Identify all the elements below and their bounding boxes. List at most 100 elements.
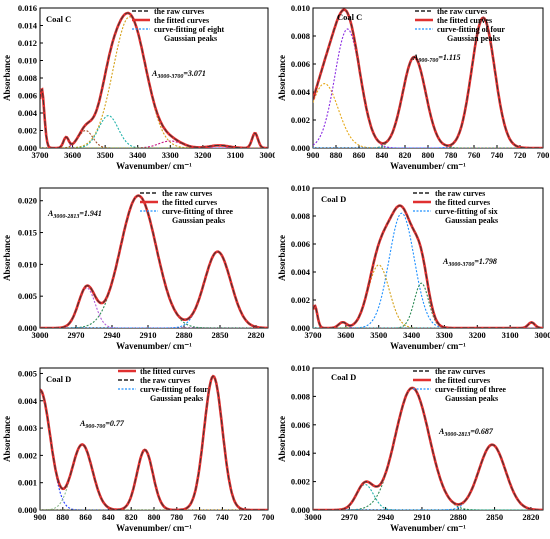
x-tick-label: 3200: [194, 150, 211, 160]
y-tick-label: 0.006: [18, 91, 37, 101]
x-tick-label: 3200: [469, 330, 486, 340]
plot-frame: [312, 187, 544, 329]
legend-entry-2: the fitted curves: [435, 376, 490, 385]
sample-label: Coal C: [46, 14, 71, 24]
x-tick-label: 3600: [337, 330, 354, 340]
y-tick-label: 0.003: [18, 423, 37, 433]
raw-curve: [40, 12, 268, 148]
legend-entry-4: Gaussian peaks: [445, 216, 498, 225]
y-tick-label: 0.002: [291, 115, 310, 125]
x-tick-label: 700: [262, 512, 275, 522]
annotation-subscript: 900-700: [418, 58, 438, 64]
y-tick-label: 0.010: [18, 56, 37, 66]
y-tick-label: 0.010: [291, 183, 310, 193]
area-annotation: A900-700=1.115: [412, 53, 460, 64]
raw-curve: [40, 195, 268, 328]
raw-curve: [313, 9, 543, 148]
annotation-value: =0.687: [470, 427, 494, 436]
fitted-curve: [313, 386, 543, 510]
annotation-prefix: A: [79, 419, 86, 428]
legend-entry-3: curve-fitting of three: [435, 385, 506, 394]
chart-panel-4: 3700 3600 3500 3400 3300 3200 3100 3000 0.000 0.0…: [275, 180, 550, 360]
x-tick-label: 3000: [32, 330, 49, 340]
y-tick-label: 0.008: [18, 73, 37, 83]
x-tick-label: 860: [353, 150, 366, 160]
y-tick-label: 0.000: [18, 505, 37, 515]
x-tick-label: 3600: [64, 150, 81, 160]
y-tick-label: 0.020: [18, 196, 37, 206]
y-tick-label: 0.002: [18, 126, 37, 136]
annotation-value: =0.77: [105, 419, 125, 428]
annotation-value: =1.941: [79, 209, 102, 218]
y-tick-label: 0.006: [291, 420, 310, 430]
x-tick-label: 3500: [370, 330, 387, 340]
x-tick-label: 780: [170, 512, 183, 522]
y-tick-label: 0.001: [18, 478, 37, 488]
legend-entry-1: the raw curves: [435, 367, 485, 376]
x-tick-label: 740: [491, 150, 504, 160]
legend-entry-2: the fitted curves: [435, 198, 490, 207]
y-tick-label: 0.004: [291, 448, 311, 458]
y-tick-label: 0.000: [291, 505, 310, 515]
y-tick-label: 0.006: [291, 59, 310, 69]
y-tick-label: 0.012: [18, 38, 37, 48]
x-tick-label: 3000: [305, 512, 322, 522]
legend-entry-1: the raw curves: [154, 7, 204, 16]
gaussian-peak-2: [313, 28, 543, 148]
legend-entry-3: curve-fitting of six: [435, 207, 498, 216]
gaussian-peak-2: [313, 264, 543, 328]
x-tick-label: 2820: [248, 330, 265, 340]
x-tick-label: 3000: [260, 150, 276, 160]
gaussian-peak-3: [313, 282, 543, 328]
y-tick-label: 0.008: [291, 211, 310, 221]
x-tick-label: 720: [514, 150, 527, 160]
y-axis-label: Absorbance: [2, 235, 12, 281]
y-axis-label: Absorbance: [277, 55, 287, 101]
x-tick-label: 3100: [502, 330, 519, 340]
legend-entry-3: curve-fitting of four: [140, 385, 208, 394]
x-tick-label: 2940: [377, 512, 394, 522]
x-tick-label: 720: [239, 512, 252, 522]
y-tick-label: 0.016: [18, 3, 37, 13]
x-axis-label: Wavenumber/ cm⁻¹: [116, 523, 192, 533]
x-tick-label: 840: [102, 512, 115, 522]
annotation-prefix: A: [412, 53, 419, 62]
y-tick-label: 0.004: [18, 396, 38, 406]
x-tick-label: 3000: [535, 330, 550, 340]
plot-frame: [39, 187, 269, 329]
annotation-value: =1.115: [438, 53, 460, 62]
y-tick-label: 0.000: [18, 323, 37, 333]
y-tick-label: 0.008: [291, 31, 310, 41]
legend-entry-2: the raw curves: [140, 376, 190, 385]
chart-svg-1: 3700 3600 3500 3400 3300 3200 3100 3000 0.000 0.0…: [2, 3, 276, 171]
y-tick-label: 0.005: [18, 291, 37, 301]
legend-entry-3: curve-fitting of eight: [154, 25, 225, 34]
annotation-prefix: A: [151, 69, 158, 78]
sample-label: Coal D: [46, 374, 71, 384]
gaussian-peak-1: [313, 212, 543, 328]
legend-entry-4: Gaussian peaks: [150, 394, 203, 403]
x-tick-label: 760: [468, 150, 481, 160]
annotation-subscript: 3000-2813: [52, 214, 79, 220]
y-tick-label: 0.000: [291, 323, 310, 333]
x-tick-label: 740: [216, 512, 229, 522]
legend-entry-4: Gaussian peaks: [447, 34, 500, 43]
x-axis-label: Wavenumber/ cm⁻¹: [390, 341, 466, 351]
chart-panel-3: 3000 2970 2940 2910 2880 2850 2820 0.000 0.005 0.…: [0, 180, 275, 360]
legend-entry-3: curve-fitting of four: [437, 25, 505, 34]
x-tick-label: 860: [79, 512, 92, 522]
annotation-subscript: 3000-3700: [447, 262, 474, 268]
sample-label: Coal C: [337, 12, 362, 22]
x-tick-label: 900: [34, 512, 47, 522]
annotation-prefix: A: [438, 427, 445, 436]
area-annotation: A3000-2813=1.941: [47, 209, 102, 220]
area-annotation: A3000-3700=1.798: [442, 257, 497, 268]
x-tick-label: 3100: [227, 150, 244, 160]
legend-entry-2: the fitted curves: [162, 198, 217, 207]
x-axis-label: Wavenumber/ cm⁻¹: [390, 161, 466, 171]
legend-entry-4: Gaussian peaks: [164, 34, 217, 43]
legend-entry-2: the fitted curves: [437, 16, 492, 25]
legend-entry-1: the raw curves: [437, 7, 487, 16]
x-tick-label: 2880: [450, 512, 467, 522]
raw-curve: [40, 375, 268, 510]
